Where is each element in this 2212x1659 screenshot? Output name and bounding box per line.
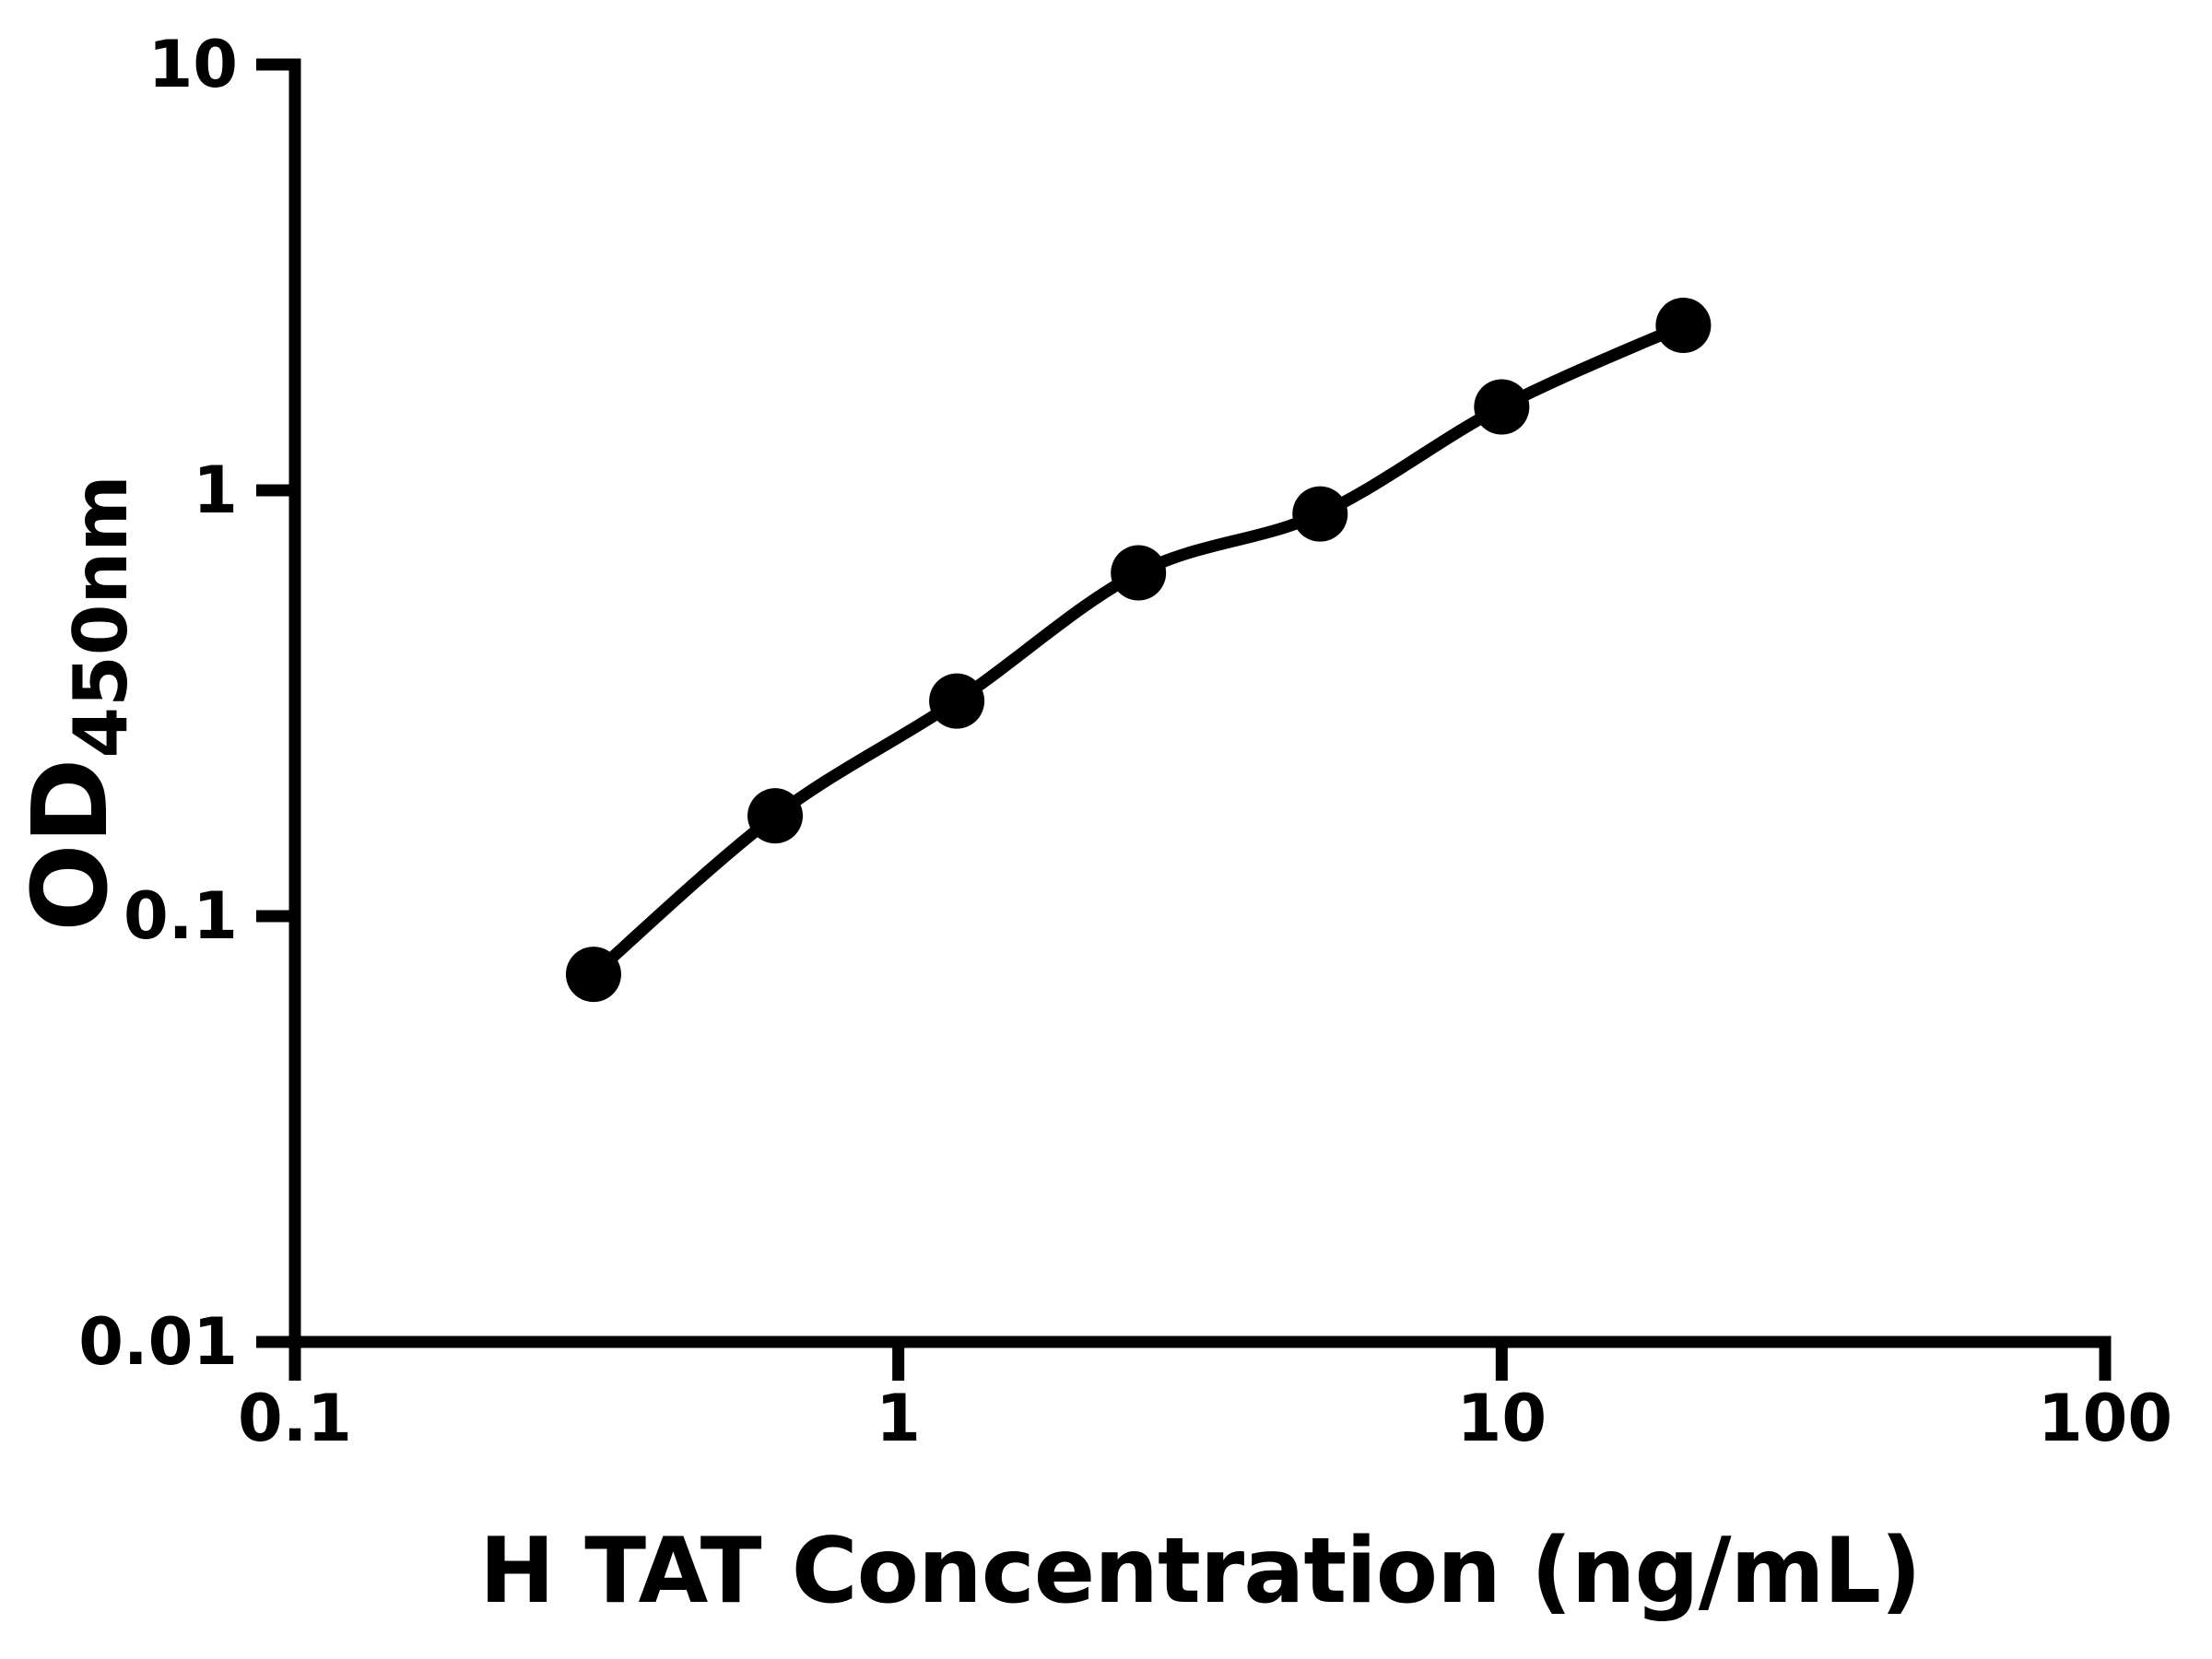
y-tick-label: 0.01: [78, 1304, 238, 1380]
y-tick-label: 0.1: [124, 878, 238, 954]
x-tick-label: 0.1: [238, 1381, 352, 1456]
data-point-marker: [565, 947, 621, 1003]
data-point-marker: [1655, 298, 1712, 354]
y-axis-title-subscript: 450nm: [58, 475, 144, 758]
data-point-marker: [1111, 545, 1167, 601]
x-tick-label: 10: [1457, 1381, 1547, 1456]
y-axis-title-main: OD: [11, 759, 131, 932]
y-tick-label: 1: [193, 453, 238, 528]
y-tick-label: 10: [148, 27, 238, 102]
data-point-marker: [1292, 486, 1348, 542]
x-tick-label: 1: [876, 1381, 921, 1456]
x-tick-label: 100: [2038, 1381, 2172, 1456]
axes-spines: [288, 58, 2112, 1348]
x-axis-title: H TAT Concentration (ng/mL): [479, 1519, 1921, 1624]
data-point-marker: [747, 788, 804, 844]
data-point-marker: [1474, 379, 1530, 435]
data-point-marker: [929, 673, 985, 729]
y-axis-title: OD450nm: [11, 475, 144, 932]
